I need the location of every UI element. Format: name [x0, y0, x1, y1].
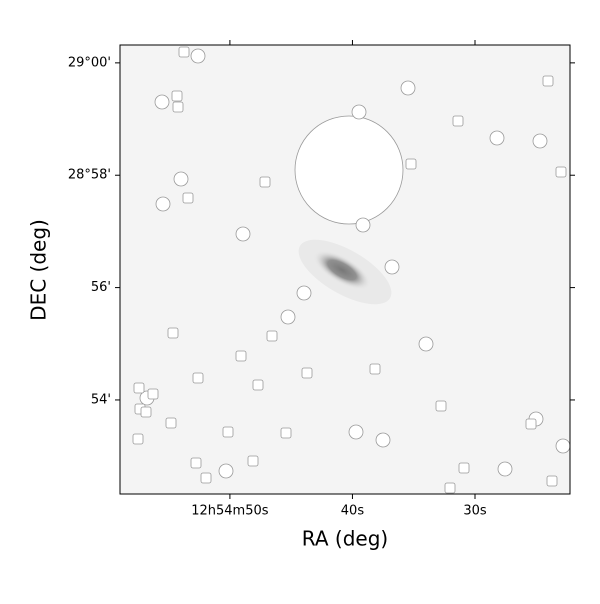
mask	[155, 196, 171, 212]
mask	[348, 424, 364, 440]
mask	[296, 285, 312, 301]
x-axis-label: RA (deg)	[302, 527, 388, 551]
x-tick-label: 40s	[341, 504, 365, 519]
mask	[172, 101, 184, 113]
mask	[190, 48, 206, 64]
mask	[405, 158, 417, 170]
mask	[375, 432, 391, 448]
mask	[369, 363, 381, 375]
mask	[133, 382, 145, 394]
mask	[154, 94, 170, 110]
mask	[222, 426, 234, 438]
mask	[542, 75, 554, 87]
mask	[235, 226, 251, 242]
mask	[200, 472, 212, 484]
mask	[165, 417, 177, 429]
mask	[546, 475, 558, 487]
mask	[247, 455, 259, 467]
mask	[301, 367, 313, 379]
mask	[489, 130, 505, 146]
plot-frame	[119, 44, 571, 495]
mask	[280, 427, 292, 439]
mask	[435, 400, 447, 412]
mask	[266, 330, 278, 342]
mask	[525, 418, 537, 430]
mask	[190, 457, 202, 469]
mask	[351, 104, 367, 120]
y-tick-label: 54'	[91, 392, 111, 407]
y-tick-label: 56'	[91, 280, 111, 295]
y-tick-label: 28°58'	[68, 168, 111, 183]
mask	[182, 192, 194, 204]
mask	[452, 115, 464, 127]
mask	[384, 259, 400, 275]
mask	[418, 336, 434, 352]
mask	[355, 217, 371, 233]
mask	[532, 133, 548, 149]
mask	[259, 176, 271, 188]
mask	[400, 80, 416, 96]
mask	[167, 327, 179, 339]
mask	[252, 379, 264, 391]
mask	[280, 309, 296, 325]
mask	[458, 462, 470, 474]
mask	[444, 482, 456, 494]
mask	[173, 171, 189, 187]
mask	[171, 90, 183, 102]
sky-image	[120, 45, 571, 494]
mask	[192, 372, 204, 384]
y-tick-label: 29°00'	[68, 55, 111, 70]
mask	[132, 433, 144, 445]
mask	[140, 406, 152, 418]
x-tick-label: 12h54m50s	[191, 504, 269, 519]
y-axis-label: DEC (deg)	[27, 219, 51, 321]
mask	[147, 388, 159, 400]
mask	[178, 46, 190, 58]
x-tick-label: 30s	[463, 504, 487, 519]
mask	[555, 166, 567, 178]
mask	[218, 463, 234, 479]
mask	[235, 350, 247, 362]
mask	[497, 461, 513, 477]
mask	[555, 438, 571, 454]
